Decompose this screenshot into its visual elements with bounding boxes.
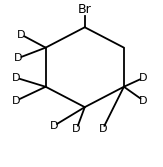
Text: D: D	[17, 30, 25, 40]
Text: D: D	[12, 96, 21, 106]
Text: D: D	[14, 53, 22, 63]
Text: D: D	[12, 73, 21, 83]
Text: D: D	[72, 124, 81, 134]
Text: D: D	[139, 73, 148, 83]
Text: Br: Br	[78, 3, 92, 16]
Text: D: D	[139, 96, 148, 106]
Text: D: D	[50, 121, 58, 131]
Text: D: D	[98, 124, 107, 134]
